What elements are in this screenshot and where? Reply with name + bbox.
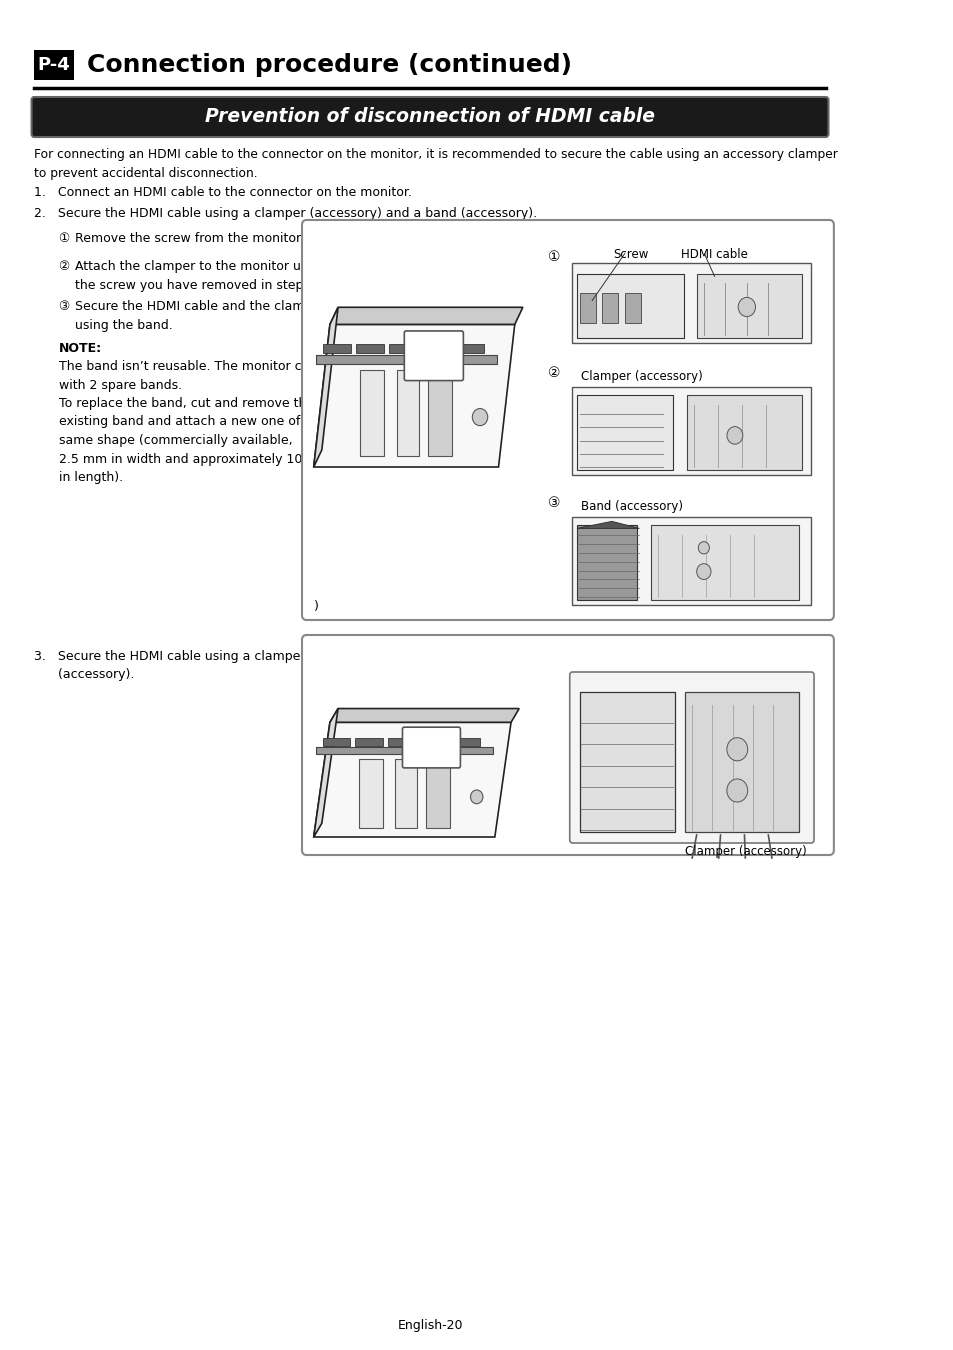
FancyBboxPatch shape	[569, 672, 813, 842]
FancyBboxPatch shape	[302, 634, 833, 855]
Circle shape	[726, 737, 747, 761]
Bar	[686, 396, 801, 470]
Bar	[396, 370, 418, 455]
Bar	[315, 355, 497, 364]
Text: ): )	[314, 599, 318, 613]
Text: English-20: English-20	[396, 1319, 462, 1331]
Text: HDMI cable: HDMI cable	[679, 248, 747, 261]
Bar	[453, 738, 480, 745]
Text: Remove the screw from the monitor.: Remove the screw from the monitor.	[74, 232, 303, 244]
Bar	[355, 344, 383, 354]
Bar	[579, 293, 596, 323]
Text: ③: ③	[548, 495, 560, 510]
Polygon shape	[330, 709, 518, 722]
Bar	[696, 274, 801, 338]
Text: Connection procedure (continued): Connection procedure (continued)	[87, 53, 571, 77]
Text: P-4: P-4	[38, 55, 71, 74]
Text: 1.   Connect an HDMI cable to the connector on the monitor.: 1. Connect an HDMI cable to the connecto…	[34, 186, 412, 198]
Bar	[34, 50, 73, 80]
Bar	[651, 525, 799, 599]
FancyBboxPatch shape	[402, 728, 460, 768]
Bar	[456, 344, 483, 354]
Text: Band (accessory): Band (accessory)	[581, 500, 682, 513]
Text: For connecting an HDMI cable to the connector on the monitor, it is recommended : For connecting an HDMI cable to the conn…	[34, 148, 838, 180]
Polygon shape	[314, 324, 515, 467]
Polygon shape	[314, 308, 337, 467]
Circle shape	[726, 779, 747, 802]
Text: NOTE:: NOTE:	[58, 342, 102, 355]
FancyBboxPatch shape	[302, 220, 833, 620]
Bar	[426, 759, 449, 828]
Circle shape	[472, 409, 487, 425]
Bar	[684, 691, 799, 832]
FancyBboxPatch shape	[572, 517, 810, 605]
Text: ①: ①	[58, 232, 70, 244]
Bar	[389, 344, 416, 354]
Bar	[388, 738, 415, 745]
Text: Clamper (accessory): Clamper (accessory)	[684, 845, 806, 859]
Bar	[428, 370, 452, 455]
Polygon shape	[330, 308, 522, 324]
Circle shape	[470, 790, 482, 803]
Circle shape	[726, 427, 742, 444]
Text: ②: ②	[58, 261, 70, 273]
FancyBboxPatch shape	[31, 97, 827, 136]
Text: Secure the HDMI cable and the clamper
using the band.: Secure the HDMI cable and the clamper us…	[74, 300, 325, 332]
Text: Prevention of disconnection of HDMI cable: Prevention of disconnection of HDMI cabl…	[205, 108, 655, 127]
Bar	[577, 525, 636, 599]
Bar	[420, 738, 447, 745]
Text: Attach the clamper to the monitor using
the screw you have removed in step ①.: Attach the clamper to the monitor using …	[74, 261, 326, 292]
FancyBboxPatch shape	[404, 331, 463, 381]
Text: 3.   Secure the HDMI cable using a clamper: 3. Secure the HDMI cable using a clamper	[34, 649, 305, 663]
Bar	[355, 738, 382, 745]
Text: Screw: Screw	[613, 248, 648, 261]
Bar	[577, 396, 672, 470]
Bar	[358, 759, 382, 828]
Polygon shape	[577, 521, 639, 528]
Text: ②: ②	[548, 366, 560, 379]
Polygon shape	[314, 722, 511, 837]
Bar	[322, 738, 350, 745]
FancyBboxPatch shape	[572, 387, 810, 475]
Bar	[624, 293, 640, 323]
Bar	[315, 747, 493, 755]
Bar	[395, 759, 416, 828]
Text: ③: ③	[58, 300, 70, 313]
Text: (accessory).: (accessory).	[34, 668, 134, 680]
Circle shape	[696, 564, 710, 579]
Bar	[422, 344, 450, 354]
Text: Clamper (accessory): Clamper (accessory)	[581, 370, 702, 383]
FancyBboxPatch shape	[572, 263, 810, 343]
Bar	[322, 344, 350, 354]
Bar	[577, 274, 683, 338]
Text: ①: ①	[548, 250, 560, 265]
Text: 2.   Secure the HDMI cable using a clamper (accessory) and a band (accessory).: 2. Secure the HDMI cable using a clamper…	[34, 207, 537, 220]
Text: The band isn’t reusable. The monitor comes
with 2 spare bands.
To replace the ba: The band isn’t reusable. The monitor com…	[58, 360, 338, 485]
Circle shape	[738, 297, 755, 317]
Bar	[601, 293, 618, 323]
Circle shape	[698, 541, 709, 554]
Polygon shape	[314, 709, 337, 837]
Bar	[579, 691, 675, 832]
Bar	[359, 370, 383, 455]
